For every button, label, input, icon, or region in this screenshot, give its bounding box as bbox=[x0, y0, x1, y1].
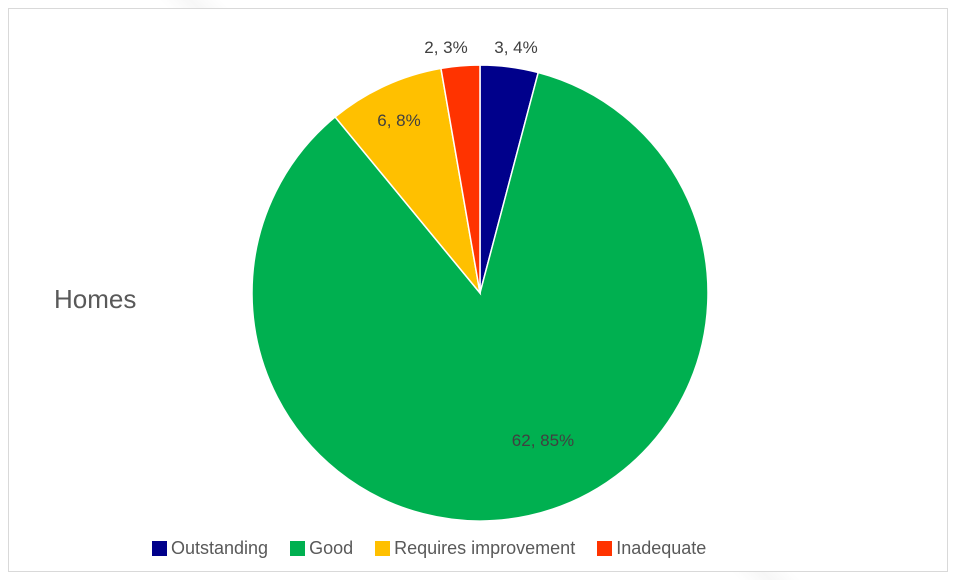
legend-item-requires-improvement: Requires improvement bbox=[375, 538, 575, 559]
legend-swatch-outstanding bbox=[152, 541, 167, 556]
legend-label-outstanding: Outstanding bbox=[171, 538, 269, 558]
legend-label-requires-improvement: Requires improvement bbox=[394, 538, 576, 558]
legend-label-good: Good bbox=[309, 538, 354, 558]
legend-item-good: Good bbox=[290, 538, 353, 559]
data-label-good: 62, 85% bbox=[512, 431, 574, 450]
pie-slice-inadequate bbox=[440, 64, 481, 294]
pie-slice-good bbox=[251, 71, 709, 522]
data-label-inadequate: 2, 3% bbox=[424, 38, 467, 57]
legend-label-inadequate: Inadequate bbox=[616, 538, 707, 558]
pie-slice-requires-improvement bbox=[334, 67, 482, 296]
legend-item-inadequate: Inadequate bbox=[597, 538, 706, 559]
legend-item-outstanding: Outstanding bbox=[152, 538, 268, 559]
data-label-outstanding: 3, 4% bbox=[494, 38, 537, 57]
legend-swatch-good bbox=[290, 541, 306, 556]
legend-swatch-inadequate bbox=[597, 541, 613, 556]
chart-title: Homes bbox=[54, 284, 137, 314]
legend: Outstanding Good Requires improvement In… bbox=[152, 538, 706, 559]
legend-swatch-requires-improvement bbox=[375, 541, 391, 556]
data-label-requires-improvement: 6, 8% bbox=[377, 111, 420, 130]
